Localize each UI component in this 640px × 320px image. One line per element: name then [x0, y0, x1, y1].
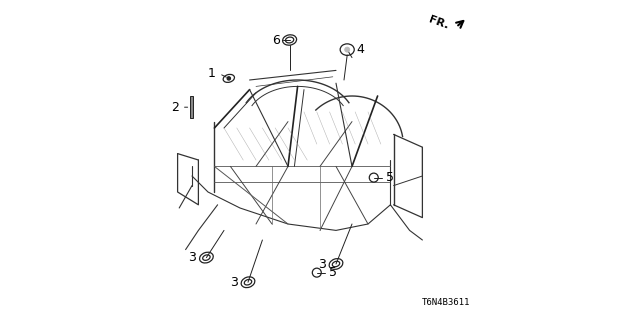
- Text: 2: 2: [171, 101, 179, 114]
- Text: 1: 1: [208, 67, 216, 80]
- Text: 5: 5: [385, 171, 394, 184]
- FancyBboxPatch shape: [191, 96, 193, 118]
- Text: 3: 3: [230, 276, 239, 289]
- Circle shape: [227, 77, 230, 80]
- Text: FR.: FR.: [427, 14, 449, 31]
- Circle shape: [344, 47, 349, 52]
- Text: 3: 3: [188, 251, 196, 264]
- Text: 3: 3: [318, 258, 326, 270]
- Text: T6N4B3611: T6N4B3611: [422, 298, 470, 307]
- Text: 5: 5: [329, 266, 337, 279]
- Text: 4: 4: [357, 43, 365, 56]
- Text: 6: 6: [272, 34, 280, 46]
